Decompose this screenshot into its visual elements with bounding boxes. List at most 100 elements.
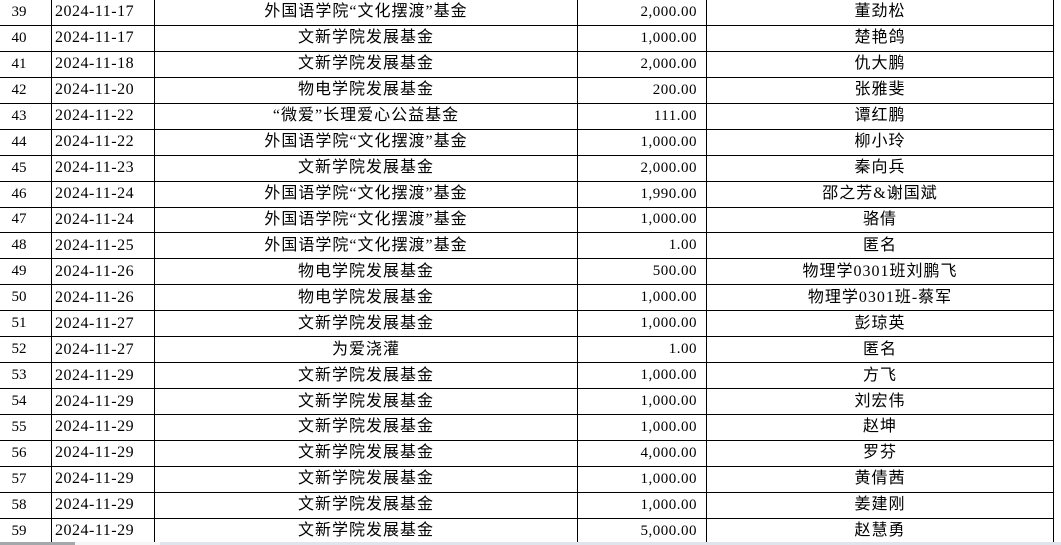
row-number-cell[interactable]: 45 (0, 155, 52, 182)
fund-name-cell[interactable]: 外国语学院“文化摆渡”基金 (155, 0, 578, 26)
row-number-cell[interactable]: 54 (0, 389, 52, 415)
donor-name-cell[interactable]: 彭琼英 (707, 311, 1054, 338)
amount-cell[interactable]: 200.00 (578, 77, 707, 104)
donor-name-cell[interactable]: 邵之芳&谢国斌 (707, 181, 1054, 208)
donor-name-cell[interactable]: 刘宏伟 (707, 389, 1054, 415)
amount-cell[interactable]: 2,000.00 (578, 155, 707, 182)
amount-cell[interactable]: 1,000.00 (578, 492, 707, 519)
donor-name-cell[interactable]: 方飞 (707, 363, 1054, 390)
row-number-cell[interactable]: 58 (0, 492, 52, 519)
fund-name-cell[interactable]: 文新学院发展基金 (155, 492, 578, 519)
date-cell[interactable]: 2024-11-25 (52, 233, 155, 260)
donor-name-cell[interactable]: 骆倩 (707, 207, 1054, 234)
fund-name-cell[interactable]: 文新学院发展基金 (155, 25, 578, 52)
row-number-cell[interactable]: 44 (0, 129, 52, 156)
amount-cell[interactable]: 4,000.00 (578, 440, 707, 467)
date-cell[interactable]: 2024-11-17 (52, 0, 155, 26)
donor-name-cell[interactable]: 柳小玲 (707, 129, 1054, 156)
date-cell[interactable]: 2024-11-29 (52, 415, 155, 441)
date-cell[interactable]: 2024-11-24 (52, 181, 155, 208)
row-number-cell[interactable]: 43 (0, 103, 52, 130)
donor-name-cell[interactable]: 黄倩茜 (707, 466, 1054, 493)
fund-name-cell[interactable]: 外国语学院“文化摆渡”基金 (155, 207, 578, 234)
donor-name-cell[interactable]: 罗芬 (707, 440, 1054, 467)
row-number-cell[interactable]: 41 (0, 51, 52, 78)
date-cell[interactable]: 2024-11-24 (52, 207, 155, 234)
row-number-cell[interactable]: 47 (0, 207, 52, 234)
donor-name-cell[interactable]: 楚艳鸽 (707, 25, 1054, 52)
donor-name-cell[interactable]: 董劲松 (707, 0, 1054, 26)
fund-name-cell[interactable]: 文新学院发展基金 (155, 389, 578, 415)
donor-name-cell[interactable]: 仇大鹏 (707, 51, 1054, 78)
amount-cell[interactable]: 1,990.00 (578, 181, 707, 208)
amount-cell[interactable]: 111.00 (578, 103, 707, 130)
fund-name-cell[interactable]: 外国语学院“文化摆渡”基金 (155, 129, 578, 156)
row-number-cell[interactable]: 55 (0, 415, 52, 441)
date-cell[interactable]: 2024-11-29 (52, 389, 155, 415)
amount-cell[interactable]: 1,000.00 (578, 363, 707, 390)
amount-cell[interactable]: 1,000.00 (578, 285, 707, 312)
amount-cell[interactable]: 1,000.00 (578, 25, 707, 52)
date-cell[interactable]: 2024-11-29 (52, 440, 155, 467)
row-number-cell[interactable]: 48 (0, 233, 52, 260)
donor-name-cell[interactable]: 匿名 (707, 337, 1054, 364)
donor-name-cell[interactable]: 赵坤 (707, 415, 1054, 441)
fund-name-cell[interactable]: 文新学院发展基金 (155, 415, 578, 441)
row-number-cell[interactable]: 40 (0, 25, 52, 52)
date-cell[interactable]: 2024-11-18 (52, 51, 155, 78)
amount-cell[interactable]: 1.00 (578, 233, 707, 260)
donor-name-cell[interactable]: 匿名 (707, 233, 1054, 260)
fund-name-cell[interactable]: “微爱”长理爱心公益基金 (155, 103, 578, 130)
fund-name-cell[interactable]: 文新学院发展基金 (155, 51, 578, 78)
date-cell[interactable]: 2024-11-29 (52, 363, 155, 390)
donor-name-cell[interactable]: 物理学0301班-蔡军 (707, 285, 1054, 312)
amount-cell[interactable]: 1,000.00 (578, 466, 707, 493)
date-cell[interactable]: 2024-11-17 (52, 25, 155, 52)
fund-name-cell[interactable]: 外国语学院“文化摆渡”基金 (155, 181, 578, 208)
fund-name-cell[interactable]: 文新学院发展基金 (155, 440, 578, 467)
row-number-cell[interactable]: 49 (0, 259, 52, 286)
fund-name-cell[interactable]: 为爱浇灌 (155, 337, 578, 364)
amount-cell[interactable]: 2,000.00 (578, 0, 707, 26)
amount-cell[interactable]: 1,000.00 (578, 389, 707, 415)
amount-cell[interactable]: 1,000.00 (578, 207, 707, 234)
fund-name-cell[interactable]: 文新学院发展基金 (155, 155, 578, 182)
fund-name-cell[interactable]: 文新学院发展基金 (155, 311, 578, 338)
date-cell[interactable]: 2024-11-23 (52, 155, 155, 182)
amount-cell[interactable]: 1,000.00 (578, 129, 707, 156)
amount-cell[interactable]: 1,000.00 (578, 311, 707, 338)
date-cell[interactable]: 2024-11-22 (52, 129, 155, 156)
amount-cell[interactable]: 1.00 (578, 337, 707, 364)
date-cell[interactable]: 2024-11-27 (52, 311, 155, 338)
row-number-cell[interactable]: 50 (0, 285, 52, 312)
date-cell[interactable]: 2024-11-27 (52, 337, 155, 364)
amount-cell[interactable]: 500.00 (578, 259, 707, 286)
date-cell[interactable]: 2024-11-26 (52, 259, 155, 286)
fund-name-cell[interactable]: 文新学院发展基金 (155, 363, 578, 390)
row-number-cell[interactable]: 51 (0, 311, 52, 338)
date-cell[interactable]: 2024-11-29 (52, 466, 155, 493)
date-cell[interactable]: 2024-11-29 (52, 492, 155, 519)
fund-name-cell[interactable]: 外国语学院“文化摆渡”基金 (155, 233, 578, 260)
donor-name-cell[interactable]: 谭红鹏 (707, 103, 1054, 130)
row-number-cell[interactable]: 53 (0, 363, 52, 390)
donor-name-cell[interactable]: 张雅斐 (707, 77, 1054, 104)
donor-name-cell[interactable]: 姜建刚 (707, 492, 1054, 519)
date-cell[interactable]: 2024-11-26 (52, 285, 155, 312)
fund-name-cell[interactable]: 文新学院发展基金 (155, 466, 578, 493)
row-number-cell[interactable]: 56 (0, 440, 52, 467)
fund-name-cell[interactable]: 物电学院发展基金 (155, 77, 578, 104)
amount-cell[interactable]: 2,000.00 (578, 51, 707, 78)
donor-name-cell[interactable]: 秦向兵 (707, 155, 1054, 182)
row-number-cell[interactable]: 52 (0, 337, 52, 364)
date-cell[interactable]: 2024-11-22 (52, 103, 155, 130)
donor-name-cell[interactable]: 物理学0301班刘鹏飞 (707, 259, 1054, 286)
row-number-cell[interactable]: 39 (0, 0, 52, 26)
fund-name-cell[interactable]: 物电学院发展基金 (155, 285, 578, 312)
fund-name-cell[interactable]: 物电学院发展基金 (155, 259, 578, 286)
row-number-cell[interactable]: 46 (0, 181, 52, 208)
date-cell[interactable]: 2024-11-20 (52, 77, 155, 104)
amount-cell[interactable]: 1,000.00 (578, 415, 707, 441)
row-number-cell[interactable]: 57 (0, 466, 52, 493)
row-number-cell[interactable]: 42 (0, 77, 52, 104)
